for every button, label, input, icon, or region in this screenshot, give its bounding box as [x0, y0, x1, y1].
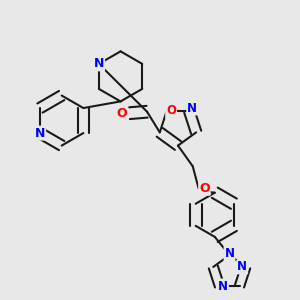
- Text: N: N: [187, 101, 197, 115]
- Text: O: O: [199, 182, 210, 195]
- Text: N: N: [224, 247, 235, 260]
- Text: N: N: [35, 127, 45, 140]
- Text: O: O: [117, 107, 127, 120]
- Text: N: N: [237, 260, 247, 273]
- Text: N: N: [94, 57, 104, 70]
- Text: N: N: [218, 280, 228, 292]
- Text: O: O: [166, 104, 176, 118]
